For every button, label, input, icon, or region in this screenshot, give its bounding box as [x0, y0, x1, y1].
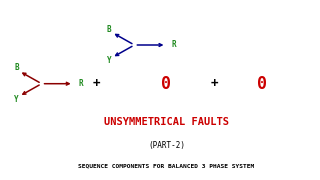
Text: (PART-2): (PART-2) — [148, 141, 185, 150]
Text: R: R — [78, 79, 83, 88]
Text: UNSYMMETRICAL FAULTS: UNSYMMETRICAL FAULTS — [104, 117, 229, 127]
Text: R: R — [171, 40, 176, 49]
Text: 0: 0 — [257, 75, 268, 93]
Text: SEQUENCE COMPONENTS FOR BALANCED 3 PHASE SYSTEM: SEQUENCE COMPONENTS FOR BALANCED 3 PHASE… — [78, 163, 254, 168]
Text: B: B — [107, 24, 112, 33]
Text: +: + — [92, 77, 100, 90]
Text: B: B — [14, 63, 19, 72]
Text: 0: 0 — [161, 75, 172, 93]
Text: Y: Y — [14, 95, 19, 104]
Text: Y: Y — [107, 57, 112, 66]
Text: +: + — [211, 77, 218, 90]
